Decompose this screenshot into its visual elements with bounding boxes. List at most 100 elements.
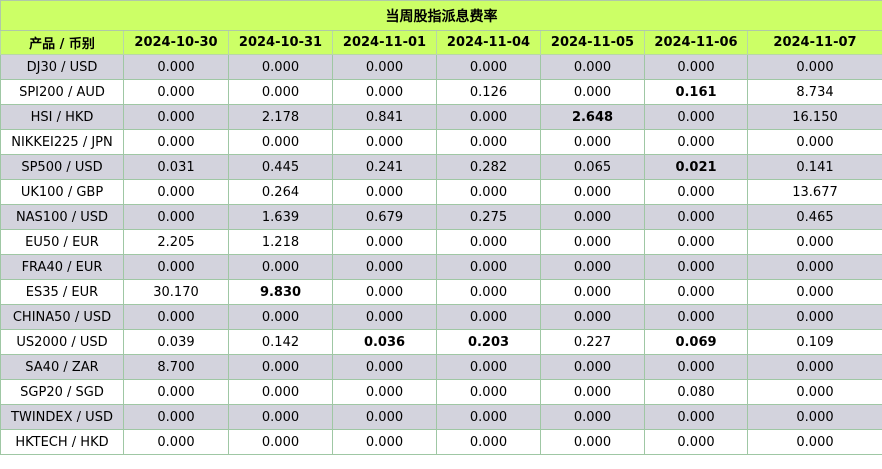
rate-cell: 0.000 (644, 354, 748, 380)
rate-cell: 0.036 (332, 329, 437, 355)
column-header-date: 2024-10-31 (228, 30, 333, 55)
rate-cell: 0.000 (747, 229, 882, 255)
rate-cell: 0.161 (644, 79, 748, 105)
rate-cell: 0.000 (540, 254, 645, 280)
rate-cell: 0.080 (644, 379, 748, 405)
rate-cell: 30.170 (123, 279, 229, 305)
rate-cell: 0.000 (123, 204, 229, 230)
table-row: FRA40 / EUR 0.000 0.000 0.000 0.000 0.000 0.00… (0, 254, 882, 280)
rate-cell: 0.000 (644, 104, 748, 130)
product-cell: NAS100 / USD (0, 204, 124, 230)
rate-cell: 0.000 (540, 304, 645, 330)
rate-cell: 1.639 (228, 204, 333, 230)
rate-cell: 0.465 (747, 204, 882, 230)
rate-cell: 13.677 (747, 179, 882, 205)
table-row: US2000 / USD 0.039 0.142 0.036 0.203 0.227 0.0… (0, 329, 882, 355)
rate-cell: 0.000 (540, 179, 645, 205)
table-header-row: 产品 / 币别 2024-10-30 2024-10-31 2024-11-01 202… (0, 30, 882, 55)
rate-cell: 0.000 (747, 429, 882, 455)
column-header-date: 2024-11-06 (644, 30, 748, 55)
rate-cell: 0.000 (332, 429, 437, 455)
product-cell: EU50 / EUR (0, 229, 124, 255)
rate-cell: 0.000 (228, 54, 333, 80)
product-cell: UK100 / GBP (0, 179, 124, 205)
rate-cell: 0.241 (332, 154, 437, 180)
rate-cell: 0.000 (644, 129, 748, 155)
rate-cell: 8.700 (123, 354, 229, 380)
rate-cell: 0.000 (644, 229, 748, 255)
rate-cell: 0.000 (747, 404, 882, 430)
rate-cell: 0.000 (747, 379, 882, 405)
rate-cell: 0.000 (644, 279, 748, 305)
rate-cell: 0.000 (436, 279, 541, 305)
rate-cell: 0.000 (436, 379, 541, 405)
rate-cell: 0.264 (228, 179, 333, 205)
rate-cell: 0.000 (228, 129, 333, 155)
rate-cell: 0.000 (644, 204, 748, 230)
rate-cell: 0.000 (436, 354, 541, 380)
rate-cell: 0.000 (436, 104, 541, 130)
rate-cell: 0.141 (747, 154, 882, 180)
rate-cell: 0.000 (644, 54, 748, 80)
rate-cell: 0.069 (644, 329, 748, 355)
rate-cell: 0.000 (747, 54, 882, 80)
table-row: HKTECH / HKD 0.000 0.000 0.000 0.000 0.000 0.0… (0, 429, 882, 455)
rate-cell: 0.000 (540, 229, 645, 255)
rate-cell: 0.000 (540, 279, 645, 305)
rate-cell: 0.000 (123, 179, 229, 205)
rate-cell: 0.000 (332, 254, 437, 280)
rate-cell: 16.150 (747, 104, 882, 130)
rate-cell: 0.227 (540, 329, 645, 355)
rate-cell: 0.000 (332, 79, 437, 105)
rate-cell: 0.000 (332, 279, 437, 305)
rate-cell: 0.000 (332, 354, 437, 380)
rate-cell: 0.000 (436, 54, 541, 80)
rate-cell: 0.282 (436, 154, 541, 180)
rate-cell: 0.065 (540, 154, 645, 180)
rate-cell: 0.000 (228, 254, 333, 280)
table-row: UK100 / GBP 0.000 0.264 0.000 0.000 0.000 0.00… (0, 179, 882, 205)
rate-cell: 0.000 (747, 129, 882, 155)
product-cell: CHINA50 / USD (0, 304, 124, 330)
rate-cell: 0.126 (436, 79, 541, 105)
rate-cell: 0.000 (436, 429, 541, 455)
rate-cell: 9.830 (228, 279, 333, 305)
rate-cell: 0.000 (332, 129, 437, 155)
rate-cell: 0.000 (332, 379, 437, 405)
rate-cell: 0.000 (228, 79, 333, 105)
rate-cell: 0.000 (644, 254, 748, 280)
rate-cell: 0.000 (228, 429, 333, 455)
rate-cell: 0.000 (436, 179, 541, 205)
rate-cell: 0.445 (228, 154, 333, 180)
rate-cell: 0.000 (540, 54, 645, 80)
rate-cell: 0.000 (540, 129, 645, 155)
column-header-date: 2024-11-05 (540, 30, 645, 55)
rate-cell: 2.648 (540, 104, 645, 130)
rate-cell: 0.000 (540, 204, 645, 230)
rate-cell: 0.000 (540, 429, 645, 455)
rate-cell: 0.000 (123, 129, 229, 155)
rate-cell: 0.000 (436, 129, 541, 155)
column-header-date: 2024-11-01 (332, 30, 437, 55)
rate-cell: 0.000 (332, 304, 437, 330)
rate-cell: 0.000 (332, 54, 437, 80)
rate-cell: 0.000 (123, 429, 229, 455)
rate-cell: 0.142 (228, 329, 333, 355)
product-cell: SGP20 / SGD (0, 379, 124, 405)
product-cell: TWINDEX / USD (0, 404, 124, 430)
column-header-date: 2024-11-07 (747, 30, 882, 55)
table-row: CHINA50 / USD 0.000 0.000 0.000 0.000 0.000 0.… (0, 304, 882, 330)
rate-cell: 0.000 (123, 254, 229, 280)
rate-cell: 0.000 (436, 304, 541, 330)
product-cell: SA40 / ZAR (0, 354, 124, 380)
product-cell: FRA40 / EUR (0, 254, 124, 280)
rate-cell: 0.679 (332, 204, 437, 230)
rate-cell: 0.000 (540, 404, 645, 430)
table-row: DJ30 / USD 0.000 0.000 0.000 0.000 0.000 0.000… (0, 54, 882, 80)
dividend-rate-table: 当周股指派息费率 产品 / 币别 2024-10-30 2024-10-31 2024… (0, 0, 882, 455)
table-row: NIKKEI225 / JPN 0.000 0.000 0.000 0.000 0.000… (0, 129, 882, 155)
rate-cell: 0.109 (747, 329, 882, 355)
table-row: EU50 / EUR 2.205 1.218 0.000 0.000 0.000 0.000… (0, 229, 882, 255)
table-title-row: 当周股指派息费率 (0, 0, 882, 31)
